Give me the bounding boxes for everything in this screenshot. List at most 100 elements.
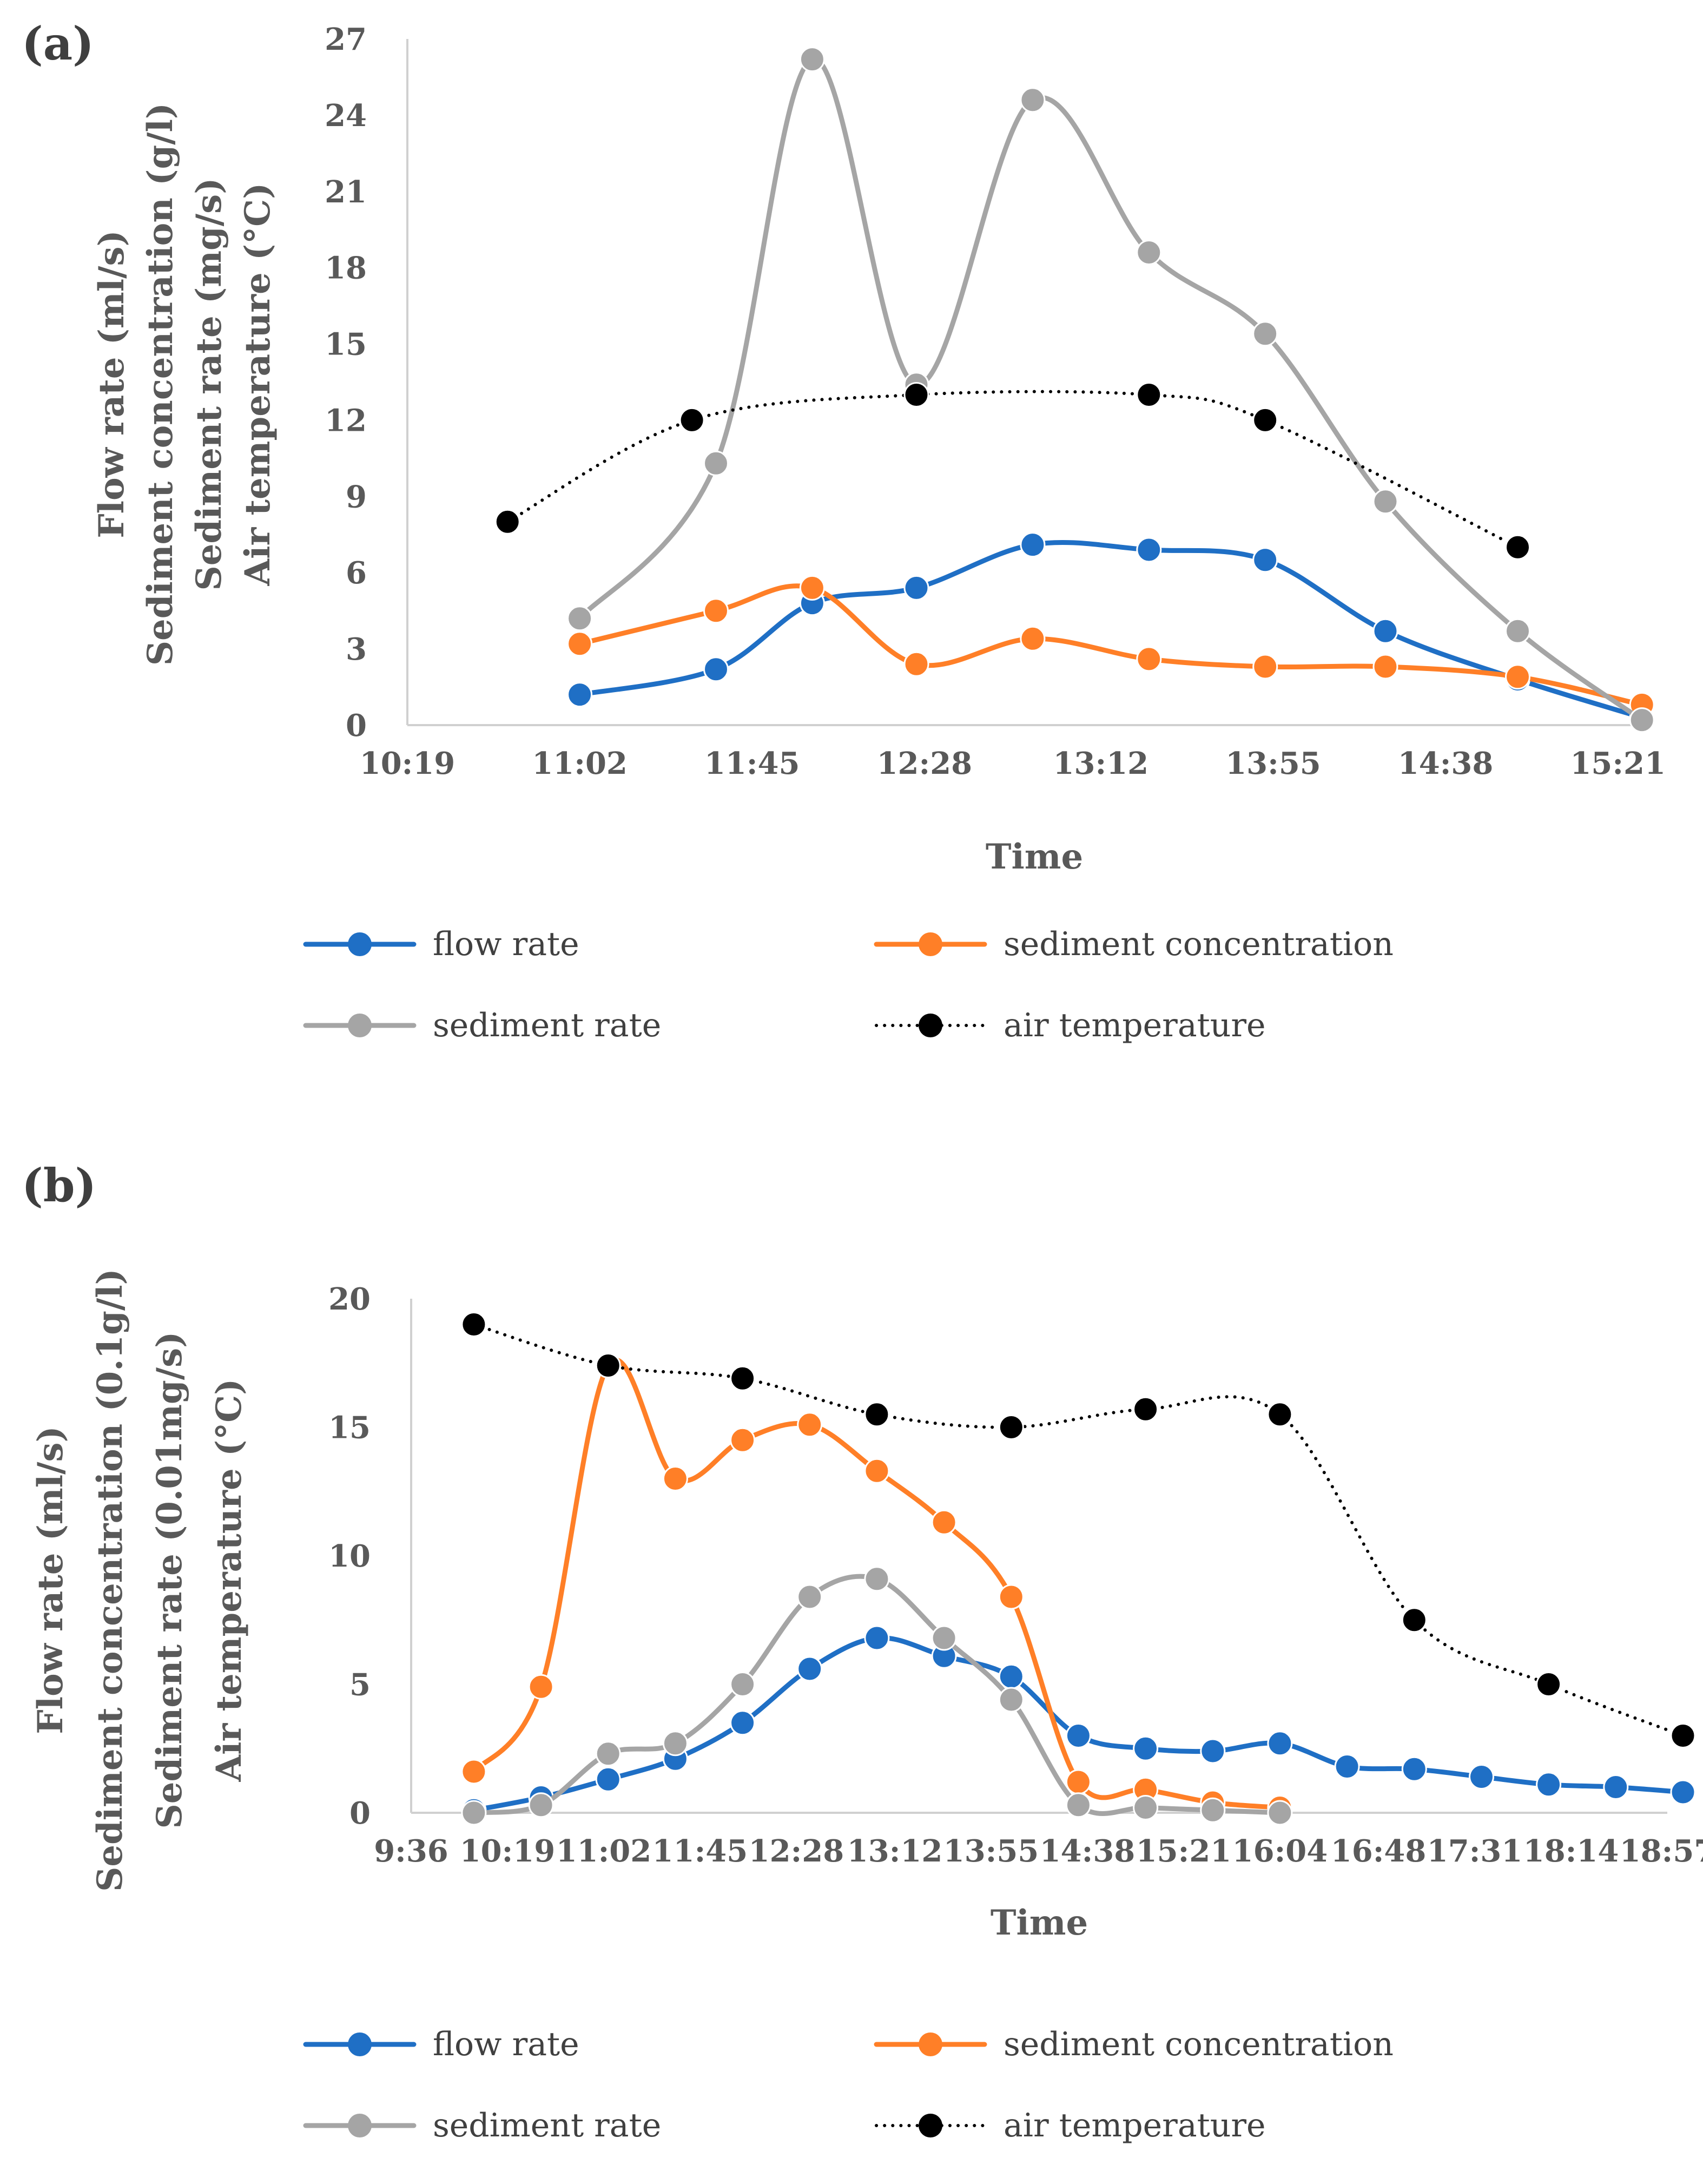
legend-swatch-marker (348, 932, 372, 956)
panel-a-x-tick-label: 11:45 (704, 746, 800, 781)
panel-a-ylabel-line-4: Air temperature (°C) (237, 183, 278, 587)
panel-a-x-tick-label: 10:19 (360, 746, 456, 781)
panel-b-sediment-concentration-line (471, 1357, 1283, 1810)
panel-b-x-tick-label: 18:57 (1620, 1833, 1703, 1869)
panel-a-sediment-rate-point (1505, 618, 1530, 644)
panel-a-flow-rate-point (1136, 537, 1162, 563)
panel-b-flow-rate-point (998, 1663, 1024, 1689)
panel-a-y-tick-label: 15 (325, 327, 367, 363)
panel-a-sediment-concentration-point (1020, 626, 1046, 652)
panel-a-legend-item-sediment-concentration: sediment concentration (874, 925, 1394, 963)
panel-b-x-tick-label: 11:02 (556, 1833, 652, 1869)
panel-b-x-tick-label: 9:36 (374, 1833, 448, 1869)
panel-a-y-tick-label: 12 (325, 403, 367, 438)
panel-a-y-axis-title: Flow rate (ml/s) Sediment concentration … (91, 103, 278, 666)
panel-a-air-temperature-point (1252, 407, 1278, 433)
panel-b-y-ticks: 0 5 10 15 20 (328, 1281, 371, 1831)
panel-b-x-tick-label: 16:48 (1331, 1833, 1427, 1869)
panel-b-x-ticks: 9:36 10:19 11:02 11:45 12:28 13:12 13:55 14:38 1… (374, 1833, 1703, 1869)
legend-swatch-marker (919, 932, 942, 956)
panel-b-legend: flow rate sediment concentration sediment … (303, 2025, 1394, 2144)
panel-a-legend: flow rate sediment concentration sediment … (303, 925, 1394, 1044)
panel-a-sediment-rate-point (703, 450, 729, 476)
panel-b-y-tick-label: 5 (349, 1667, 371, 1703)
panel-b-flow-rate-point (797, 1656, 823, 1682)
panel-a-sediment-concentration-line (577, 583, 1645, 707)
panel-b-x-tick-label: 13:55 (943, 1833, 1039, 1869)
panel-b-sediment-rate-point (595, 1741, 621, 1767)
panel-a-flow-rate-point (703, 656, 729, 682)
panel-b-flow-rate-point (595, 1766, 621, 1792)
panel-b-x-tick-label: 15:21 (1136, 1833, 1232, 1869)
panel-b-sediment-rate-point (730, 1672, 756, 1697)
panel-b-flow-rate-point (1401, 1756, 1427, 1782)
legend-label: flow rate (433, 925, 579, 963)
panel-a-x-tick-label: 11:02 (532, 746, 628, 781)
panel-b-air-temperature-point (730, 1365, 756, 1391)
panel-b-sediment-concentration-point (864, 1458, 890, 1484)
panel-a-air-temperature-point (679, 407, 705, 433)
panel-a-sediment-concentration-point (703, 598, 729, 624)
panel-a-air-temperature-point (903, 382, 929, 407)
panel-b-legend-item-flow-rate: flow rate (303, 2025, 579, 2063)
panel-a-sediment-concentration-point (1252, 654, 1278, 680)
panel-b-x-tick-label: 11:45 (652, 1833, 748, 1869)
panel-a-x-tick-label: 14:38 (1398, 746, 1494, 781)
panel-b-flow-rate-point (1334, 1754, 1360, 1779)
panel-b-flow-rate-point (1536, 1772, 1562, 1798)
panel-b-air-temperature-point (864, 1402, 890, 1428)
panel-a-series-air-temperature (494, 382, 1530, 560)
panel-a-y-tick-label: 0 (346, 708, 367, 744)
panel-b-y-axis-title: Flow rate (ml/s) Sediment concentration … (30, 1268, 249, 1892)
panel-b-legend-item-air-temperature: air temperature (875, 2107, 1266, 2144)
legend-label: sediment rate (433, 1007, 661, 1044)
legend-swatch-marker (348, 2114, 372, 2137)
panel-a-sediment-rate-point (567, 606, 593, 631)
panel-a-series-flow-rate (567, 532, 1655, 731)
panel-b-sediment-concentration-point (797, 1412, 823, 1438)
panel-a-sediment-concentration-point (799, 575, 825, 601)
panel-b-sediment-concentration-point (528, 1674, 554, 1700)
panel-b-y-tick-label: 0 (349, 1795, 371, 1831)
panel-b-ylabel-line-4: Air temperature (°C) (209, 1379, 249, 1782)
panel-b-y-tick-label: 20 (328, 1281, 371, 1317)
legend-label: flow rate (433, 2025, 579, 2063)
panel-b-flow-rate-point (1267, 1731, 1293, 1757)
panel-a-x-ticks: 10:19 11:02 11:45 12:28 13:12 13:55 14:38 15:21 (360, 746, 1666, 781)
panel-b-y-tick-label: 15 (328, 1410, 371, 1446)
panel-b-flow-rate-point (1670, 1779, 1696, 1805)
panel-b-sediment-concentration-point (662, 1466, 688, 1491)
panel-a-sediment-concentration-point (567, 631, 593, 657)
legend-swatch-marker (919, 2032, 942, 2056)
panel-b-flow-rate-point (1603, 1774, 1629, 1800)
panel-b-sediment-rate-point (528, 1792, 554, 1818)
panel-a-flow-rate-point (1372, 618, 1398, 644)
panel-b-x-tick-label: 10:19 (460, 1833, 556, 1869)
panel-b-flow-rate-point (1065, 1723, 1091, 1748)
panel-b-sediment-rate-point (797, 1584, 823, 1610)
panel-a-sediment-concentration-point (903, 651, 929, 677)
panel-b-x-tick-label: 18:14 (1523, 1833, 1619, 1869)
panel-a-y-tick-label: 27 (325, 22, 367, 57)
panel-b-x-tick-label: 17:31 (1427, 1833, 1523, 1869)
panel-b-ylabel-line-2: Sediment concentration (0.1g/l) (90, 1268, 130, 1892)
panel-a-flow-rate-point (1020, 532, 1046, 558)
panel-b-sediment-rate-line (471, 1574, 1283, 1816)
panel-a-legend-item-sediment-rate: sediment rate (303, 1007, 661, 1044)
panel-a-y-tick-label: 3 (346, 631, 367, 667)
panel-b-sediment-rate-point (998, 1687, 1024, 1713)
panel-a-y-tick-label: 24 (325, 98, 367, 134)
panel-a-sediment-concentration-point (1136, 646, 1162, 672)
panel-a-ylabel-line-3: Sediment rate (mg/s) (189, 178, 229, 591)
panel-a-ylabel-line-2: Sediment concentration (g/l) (140, 103, 181, 666)
panel-b-sediment-rate-point (1200, 1797, 1226, 1823)
panel-b-flow-rate-point (864, 1625, 890, 1651)
panel-b-air-temperature-point (1133, 1396, 1159, 1422)
panel-b-sediment-concentration-point (730, 1427, 756, 1453)
panel-b-sediment-rate-point (864, 1566, 890, 1592)
panel-b-x-tick-label: 13:12 (847, 1833, 943, 1869)
panel-a-flow-rate-point (567, 682, 593, 708)
panel-a-sediment-rate-point (1136, 240, 1162, 265)
panel-b-sediment-rate-point (662, 1731, 688, 1757)
